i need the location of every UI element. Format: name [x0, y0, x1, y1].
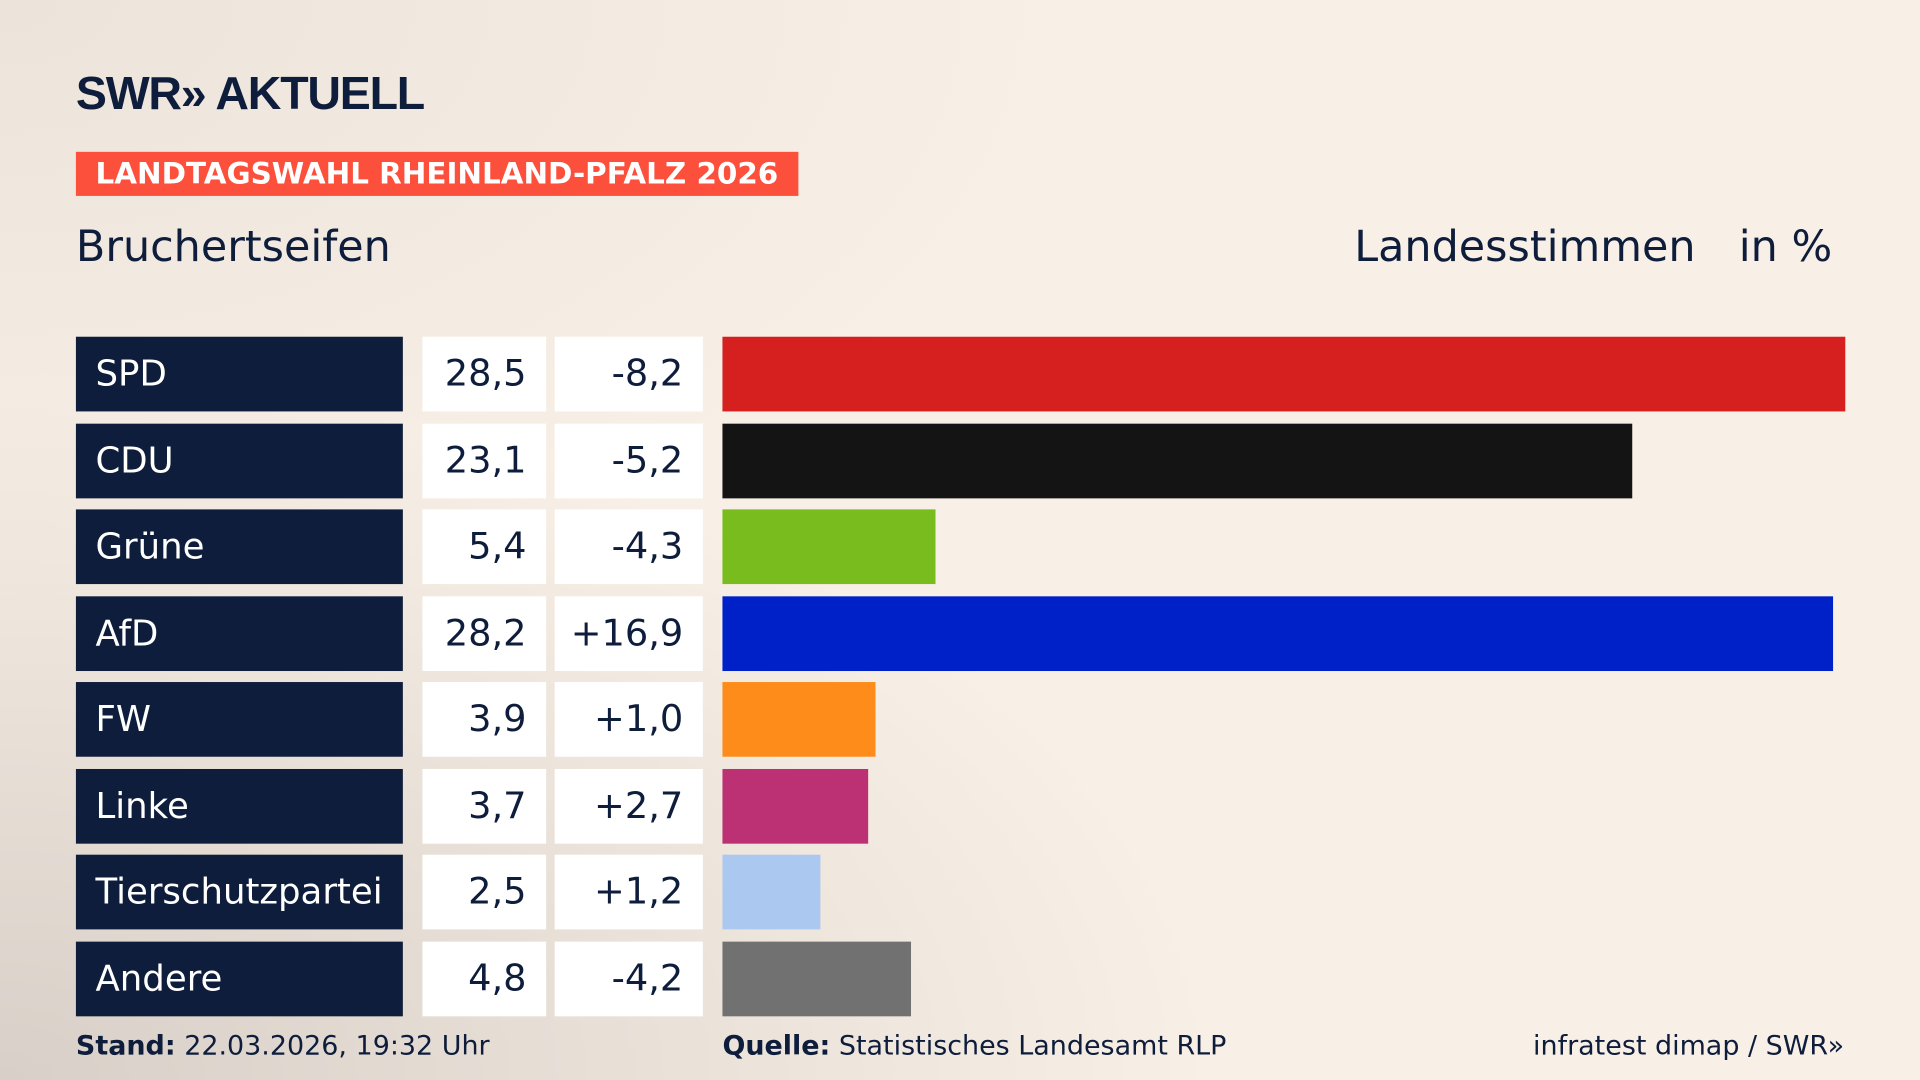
party-name: Andere: [75, 941, 403, 1016]
party-row: Andere 4,8 -4,2: [75, 941, 1864, 1016]
footer-source: Quelle: Statistisches Landesamt RLP: [722, 1031, 1226, 1062]
party-diff: +1,0: [554, 682, 703, 757]
party-bar: [722, 682, 877, 757]
party-bar: [722, 854, 821, 930]
source-value: Statistisches Landesamt RLP: [838, 1031, 1227, 1062]
election-tag: LANDTAGSWAHL RHEINLAND-PFALZ 2026: [75, 151, 798, 196]
party-bar: [722, 336, 1846, 412]
party-value: 5,4: [422, 509, 547, 585]
party-name: Tierschutzpartei: [75, 854, 403, 930]
party-diff: -5,2: [554, 423, 703, 498]
party-bar: [722, 941, 912, 1016]
header-vote-type: Landesstimmen: [1354, 222, 1696, 272]
party-row: Tierschutzpartei 2,5 +1,2: [75, 854, 1864, 930]
party-diff: -8,2: [554, 336, 703, 412]
party-diff: -4,3: [554, 509, 703, 585]
party-value: 2,5: [422, 854, 547, 930]
source-label: Quelle:: [722, 1031, 831, 1062]
stand-label: Stand:: [75, 1031, 176, 1062]
party-row: AfD 28,2 +16,9: [75, 595, 1864, 671]
location-title: Bruchertseifen: [75, 222, 391, 272]
party-name: SPD: [75, 336, 403, 412]
party-row: Linke 3,7 +2,7: [75, 768, 1864, 844]
footer-credit: infratest dimap / SWR»: [1533, 1031, 1845, 1062]
party-row: SPD 28,5 -8,2: [75, 336, 1864, 412]
party-bar: [722, 423, 1633, 498]
party-value: 4,8: [422, 941, 547, 1016]
footer-stand: Stand: 22.03.2026, 19:32 Uhr: [76, 1031, 490, 1062]
party-bar: [722, 509, 936, 585]
party-bar: [722, 768, 869, 844]
party-diff: +16,9: [554, 595, 703, 671]
party-value: 28,5: [422, 336, 547, 412]
party-name: Linke: [75, 768, 403, 844]
stand-value: 22.03.2026, 19:32 Uhr: [184, 1031, 490, 1062]
party-diff: +2,7: [554, 768, 703, 844]
party-row: CDU 23,1 -5,2: [75, 423, 1864, 498]
party-row: FW 3,9 +1,0: [75, 682, 1864, 757]
party-value: 28,2: [422, 595, 547, 671]
header-unit: in %: [1738, 222, 1833, 272]
party-value: 23,1: [422, 423, 547, 498]
party-name: FW: [75, 682, 403, 757]
party-bar: [722, 595, 1834, 671]
party-name: AfD: [75, 595, 403, 671]
party-name: Grüne: [75, 509, 403, 585]
party-value: 3,9: [422, 682, 547, 757]
party-name: CDU: [75, 423, 403, 498]
party-row: Grüne 5,4 -4,3: [75, 509, 1864, 585]
party-value: 3,7: [422, 768, 547, 844]
party-diff: -4,2: [554, 941, 703, 1016]
swr-aktuell-logo: SWR» AKTUELL: [75, 68, 425, 121]
party-diff: +1,2: [554, 854, 703, 930]
